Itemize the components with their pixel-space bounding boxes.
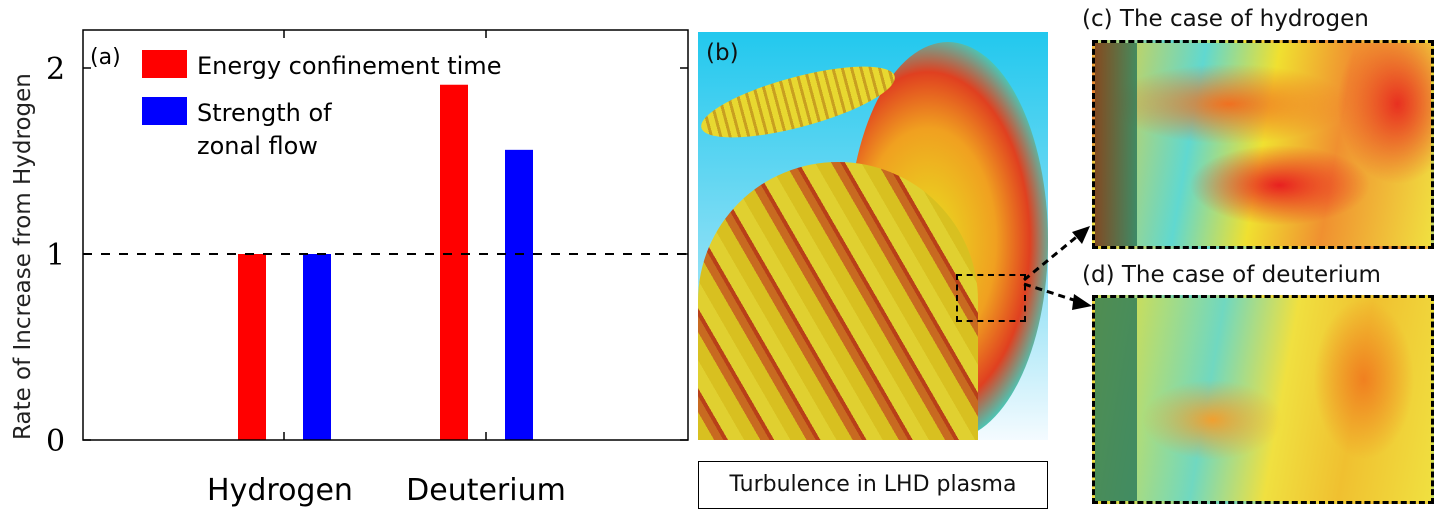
zoom-region-marker — [956, 274, 1026, 322]
y-tick-label: 1 — [46, 238, 65, 273]
plot-frame — [82, 29, 689, 441]
legend-label: zonal flow — [197, 132, 318, 160]
zoom-arrows — [1023, 226, 1092, 310]
y-axis-label: Rate of Increase from Hydrogen — [10, 73, 36, 440]
legend-swatch — [142, 97, 187, 125]
x-tick-label-deuterium: Deuterium — [406, 473, 566, 508]
panel-label-c: (c) The case of hydrogen — [1082, 6, 1369, 32]
bar-hydrogen-confinement-time — [238, 254, 266, 440]
bar-chart: 0 1 2 Hydrogen Deuterium (a) Energy confinem… — [10, 29, 689, 508]
y-tick-label: 0 — [46, 424, 65, 459]
bar-hydrogen-zonal-flow — [303, 254, 331, 440]
hydrogen-turbulence-image — [1092, 40, 1434, 249]
legend-swatch — [142, 50, 187, 78]
panel-label-a: (a) — [90, 45, 121, 70]
bar-deuterium-confinement-time — [440, 84, 468, 441]
panel-label-b: (b) — [706, 40, 739, 66]
bar-deuterium-zonal-flow — [505, 149, 533, 440]
panel-b-caption: Turbulence in LHD plasma — [698, 461, 1048, 509]
x-tick-label-hydrogen: Hydrogen — [207, 473, 353, 508]
deuterium-turbulence-image — [1092, 295, 1434, 504]
lhd-plasma-turbulence-image: (b) — [698, 32, 1048, 440]
legend-label: Energy confinement time — [197, 52, 501, 80]
y-tick-label: 2 — [46, 52, 65, 87]
legend-label: Strength of — [197, 99, 332, 127]
panel-label-d: (d) The case of deuterium — [1082, 262, 1381, 288]
